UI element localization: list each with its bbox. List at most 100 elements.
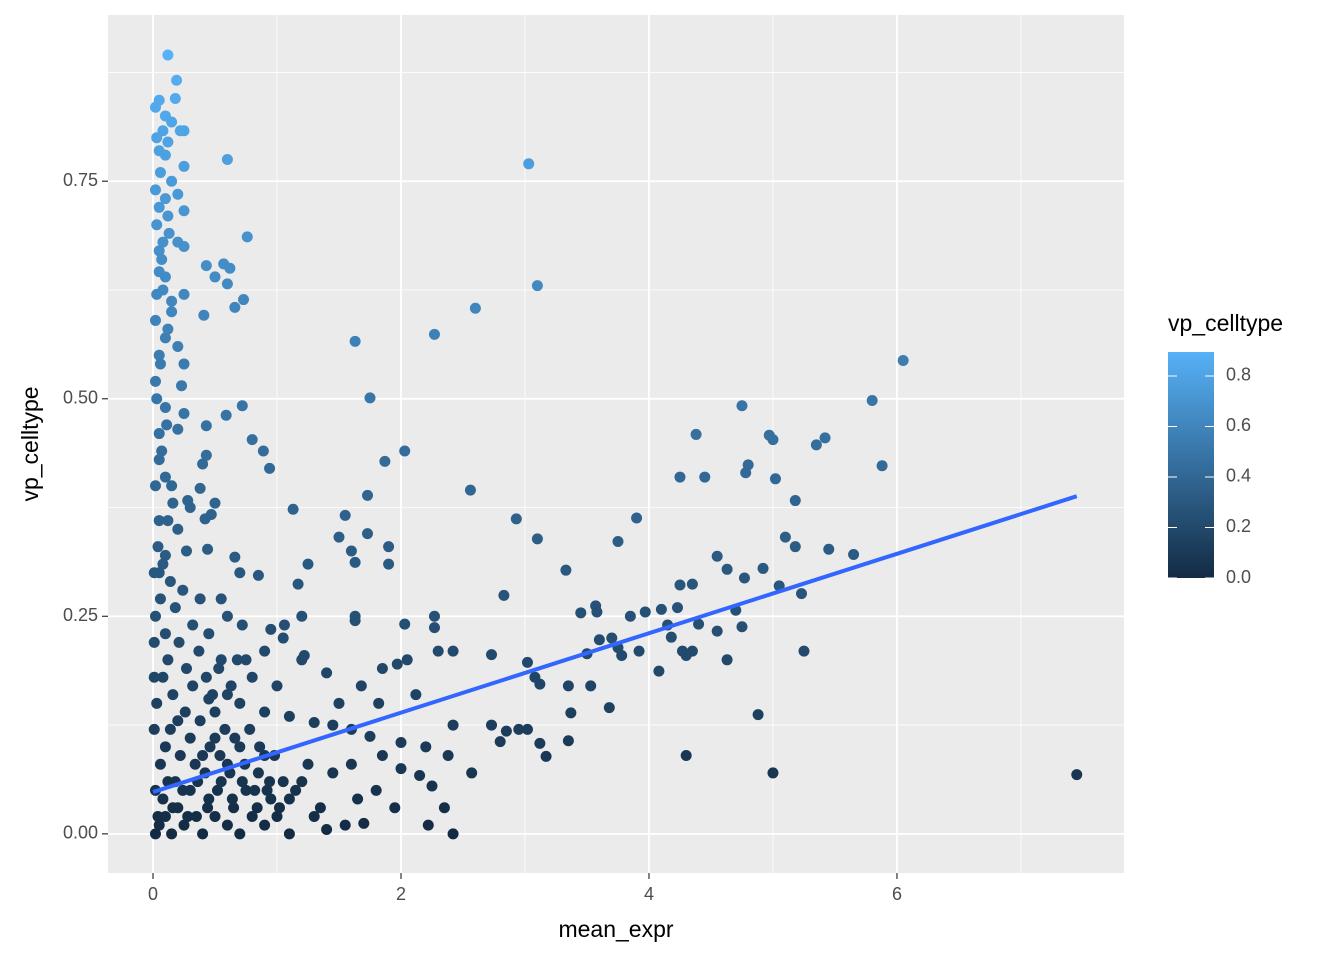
x-tick-label: 2 xyxy=(396,884,406,904)
point xyxy=(180,663,192,675)
point xyxy=(162,49,174,61)
legend-tick-label: 0.6 xyxy=(1226,415,1251,435)
point xyxy=(257,445,269,457)
point xyxy=(203,793,215,805)
point xyxy=(226,793,238,805)
point xyxy=(169,93,181,105)
point xyxy=(159,741,171,753)
point xyxy=(190,810,202,822)
point xyxy=(327,767,339,779)
legend-tick-label: 0.8 xyxy=(1226,365,1251,385)
point xyxy=(246,434,258,446)
point xyxy=(447,719,459,731)
point xyxy=(676,645,688,657)
point xyxy=(149,610,161,622)
point xyxy=(159,271,171,283)
point xyxy=(422,819,434,831)
point xyxy=(358,817,370,829)
point xyxy=(486,719,498,731)
point xyxy=(296,610,308,622)
point xyxy=(236,619,248,631)
point xyxy=(176,380,188,392)
point xyxy=(308,716,320,728)
point xyxy=(148,636,160,648)
point xyxy=(521,656,533,668)
point xyxy=(184,502,196,514)
point xyxy=(200,449,212,461)
point xyxy=(798,645,810,657)
point xyxy=(345,545,357,557)
point xyxy=(292,578,304,590)
point xyxy=(149,480,161,492)
x-axis-title: mean_expr xyxy=(558,916,673,942)
point xyxy=(383,558,395,570)
point xyxy=(259,819,271,831)
point xyxy=(752,709,764,721)
point xyxy=(399,618,411,630)
point xyxy=(779,531,791,543)
point xyxy=(157,793,169,805)
point xyxy=(162,654,174,666)
point xyxy=(172,188,184,200)
point xyxy=(166,828,178,840)
point xyxy=(283,828,295,840)
point xyxy=(252,569,264,581)
point xyxy=(345,758,357,770)
point xyxy=(767,434,779,446)
point xyxy=(162,515,174,527)
point xyxy=(197,750,209,762)
point xyxy=(240,784,252,796)
point xyxy=(159,149,171,161)
point xyxy=(767,767,779,779)
point xyxy=(523,158,535,170)
point xyxy=(711,625,723,637)
point xyxy=(152,810,164,822)
point xyxy=(383,541,395,553)
x-tick-label: 6 xyxy=(892,884,902,904)
point xyxy=(154,758,166,770)
point xyxy=(534,678,546,690)
point xyxy=(789,541,801,553)
point xyxy=(534,737,546,749)
point xyxy=(283,710,295,722)
point xyxy=(221,278,233,290)
point xyxy=(672,602,684,614)
point xyxy=(721,563,733,575)
point xyxy=(221,610,233,622)
y-tick-label: 0.00 xyxy=(63,823,98,843)
point xyxy=(203,628,215,640)
point xyxy=(162,323,174,335)
point xyxy=(302,758,314,770)
point xyxy=(189,758,201,770)
point xyxy=(349,335,361,347)
point xyxy=(296,654,308,666)
point xyxy=(166,116,178,128)
point xyxy=(234,828,246,840)
point xyxy=(624,610,636,622)
point xyxy=(178,160,190,172)
point xyxy=(308,810,320,822)
point xyxy=(432,645,444,657)
point xyxy=(153,515,165,527)
point xyxy=(209,732,221,744)
point xyxy=(173,636,185,648)
point xyxy=(241,231,253,243)
point xyxy=(154,167,166,179)
point xyxy=(162,136,174,148)
point xyxy=(169,602,181,614)
point xyxy=(225,680,237,692)
point xyxy=(221,819,233,831)
point xyxy=(420,741,432,753)
colorbar xyxy=(1168,352,1214,578)
point xyxy=(373,697,385,709)
point xyxy=(585,680,597,692)
legend-tick-label: 0.0 xyxy=(1226,567,1251,587)
point xyxy=(575,607,587,619)
legend-tick-label: 0.2 xyxy=(1226,516,1251,536)
point xyxy=(157,236,169,248)
point xyxy=(327,719,339,731)
point xyxy=(220,409,232,421)
point xyxy=(711,550,723,562)
point xyxy=(151,219,163,231)
